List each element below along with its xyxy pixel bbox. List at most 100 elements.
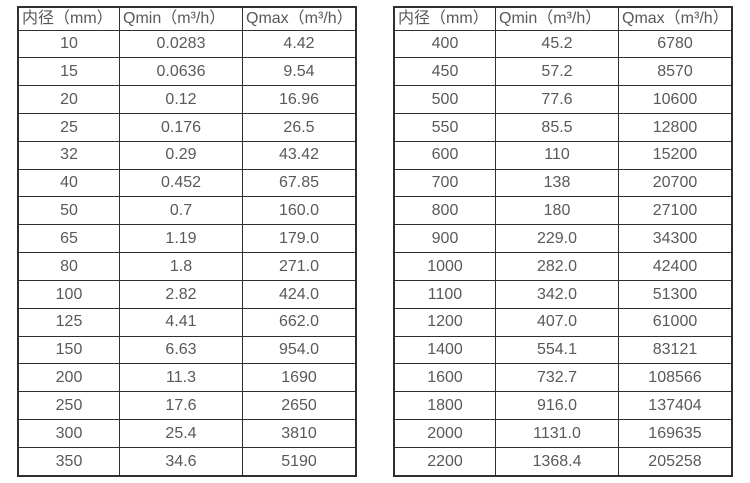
data-cell: 0.29 bbox=[119, 140, 243, 170]
data-cell: 2.82 bbox=[119, 279, 243, 309]
data-cell: 8570 bbox=[618, 57, 733, 87]
data-cell: 179.0 bbox=[242, 224, 357, 254]
data-cell: 1800 bbox=[393, 391, 496, 420]
data-cell: 15200 bbox=[618, 140, 733, 170]
data-cell: 100 bbox=[17, 279, 120, 309]
table-row: 2200 1368.4 205258 bbox=[393, 446, 733, 477]
table-row: 40 0.452 67.85 bbox=[17, 168, 357, 198]
data-cell: 10600 bbox=[618, 85, 733, 115]
data-cell: 15 bbox=[17, 57, 120, 87]
data-cell: 110 bbox=[495, 140, 619, 170]
data-cell: 6780 bbox=[618, 29, 733, 59]
data-cell: 65 bbox=[17, 224, 120, 254]
data-cell: 300 bbox=[17, 418, 120, 448]
data-cell: 83121 bbox=[618, 335, 733, 365]
table-row: 500 77.6 10600 bbox=[393, 85, 733, 115]
data-cell: 12800 bbox=[618, 113, 733, 142]
table-row: 20 0.12 16.96 bbox=[17, 85, 357, 115]
data-cell: 25.4 bbox=[119, 418, 243, 448]
data-cell: 80 bbox=[17, 252, 120, 281]
data-cell: 4.41 bbox=[119, 307, 243, 337]
data-cell: 45.2 bbox=[495, 29, 619, 59]
data-cell: 150 bbox=[17, 335, 120, 365]
header-cell: 内径（mm） bbox=[17, 6, 120, 31]
data-cell: 61000 bbox=[618, 307, 733, 337]
data-cell: 20700 bbox=[618, 168, 733, 198]
table-row: 10 0.0283 4.42 bbox=[17, 29, 357, 59]
data-cell: 550 bbox=[393, 113, 496, 142]
table-row: 80 1.8 271.0 bbox=[17, 252, 357, 281]
data-cell: 554.1 bbox=[495, 335, 619, 365]
data-cell: 85.5 bbox=[495, 113, 619, 142]
data-cell: 17.6 bbox=[119, 391, 243, 420]
table-row: 100 2.82 424.0 bbox=[17, 279, 357, 309]
data-cell: 916.0 bbox=[495, 391, 619, 420]
data-cell: 800 bbox=[393, 196, 496, 226]
data-cell: 2000 bbox=[393, 418, 496, 448]
data-cell: 1.8 bbox=[119, 252, 243, 281]
data-cell: 77.6 bbox=[495, 85, 619, 115]
data-cell: 1200 bbox=[393, 307, 496, 337]
table-row: 150 6.63 954.0 bbox=[17, 335, 357, 365]
data-cell: 1100 bbox=[393, 279, 496, 309]
data-cell: 1.19 bbox=[119, 224, 243, 254]
data-cell: 600 bbox=[393, 140, 496, 170]
data-cell: 4.42 bbox=[242, 29, 357, 59]
data-cell: 1690 bbox=[242, 363, 357, 393]
data-cell: 700 bbox=[393, 168, 496, 198]
flow-table-small-diameters: 内径（mm） Qmin（m³/h） Qmax（m³/h） 10 0.0283 4.42 15… bbox=[17, 6, 357, 477]
data-cell: 50 bbox=[17, 196, 120, 226]
table-row: 65 1.19 179.0 bbox=[17, 224, 357, 254]
table-row: 200 11.3 1690 bbox=[17, 363, 357, 393]
table-row: 350 34.6 5190 bbox=[17, 446, 357, 477]
data-cell: 1368.4 bbox=[495, 446, 619, 477]
data-cell: 271.0 bbox=[242, 252, 357, 281]
data-cell: 205258 bbox=[618, 446, 733, 477]
data-cell: 342.0 bbox=[495, 279, 619, 309]
data-cell: 200 bbox=[17, 363, 120, 393]
data-cell: 43.42 bbox=[242, 140, 357, 170]
data-cell: 25 bbox=[17, 113, 120, 142]
table-row: 800 180 27100 bbox=[393, 196, 733, 226]
table-row: 50 0.7 160.0 bbox=[17, 196, 357, 226]
data-cell: 9.54 bbox=[242, 57, 357, 87]
data-cell: 1400 bbox=[393, 335, 496, 365]
data-cell: 180 bbox=[495, 196, 619, 226]
table-row: 1000 282.0 42400 bbox=[393, 252, 733, 281]
data-cell: 0.0283 bbox=[119, 29, 243, 59]
data-cell: 0.0636 bbox=[119, 57, 243, 87]
table-row: 15 0.0636 9.54 bbox=[17, 57, 357, 87]
data-cell: 900 bbox=[393, 224, 496, 254]
data-cell: 32 bbox=[17, 140, 120, 170]
data-cell: 27100 bbox=[618, 196, 733, 226]
header-cell: Qmax（m³/h） bbox=[242, 6, 357, 31]
data-cell: 34.6 bbox=[119, 446, 243, 477]
data-cell: 2200 bbox=[393, 446, 496, 477]
data-cell: 108566 bbox=[618, 363, 733, 393]
header-cell: Qmax（m³/h） bbox=[618, 6, 733, 31]
table-row: 900 229.0 34300 bbox=[393, 224, 733, 254]
data-cell: 250 bbox=[17, 391, 120, 420]
table-row: 25 0.176 26.5 bbox=[17, 113, 357, 142]
data-cell: 3810 bbox=[242, 418, 357, 448]
header-cell: Qmin（m³/h） bbox=[119, 6, 243, 31]
header-cell: Qmin（m³/h） bbox=[495, 6, 619, 31]
table-row: 32 0.29 43.42 bbox=[17, 140, 357, 170]
table-row: 1600 732.7 108566 bbox=[393, 363, 733, 393]
data-cell: 407.0 bbox=[495, 307, 619, 337]
data-cell: 424.0 bbox=[242, 279, 357, 309]
data-cell: 26.5 bbox=[242, 113, 357, 142]
table-row: 450 57.2 8570 bbox=[393, 57, 733, 87]
data-cell: 500 bbox=[393, 85, 496, 115]
flow-table-large-diameters: 内径（mm） Qmin（m³/h） Qmax（m³/h） 400 45.2 6780 450… bbox=[393, 6, 733, 477]
table-row: 1100 342.0 51300 bbox=[393, 279, 733, 309]
data-cell: 5190 bbox=[242, 446, 357, 477]
data-cell: 160.0 bbox=[242, 196, 357, 226]
data-cell: 954.0 bbox=[242, 335, 357, 365]
data-cell: 732.7 bbox=[495, 363, 619, 393]
table-row: 125 4.41 662.0 bbox=[17, 307, 357, 337]
table-row: 600 110 15200 bbox=[393, 140, 733, 170]
data-cell: 137404 bbox=[618, 391, 733, 420]
table-row: 550 85.5 12800 bbox=[393, 113, 733, 142]
data-cell: 11.3 bbox=[119, 363, 243, 393]
